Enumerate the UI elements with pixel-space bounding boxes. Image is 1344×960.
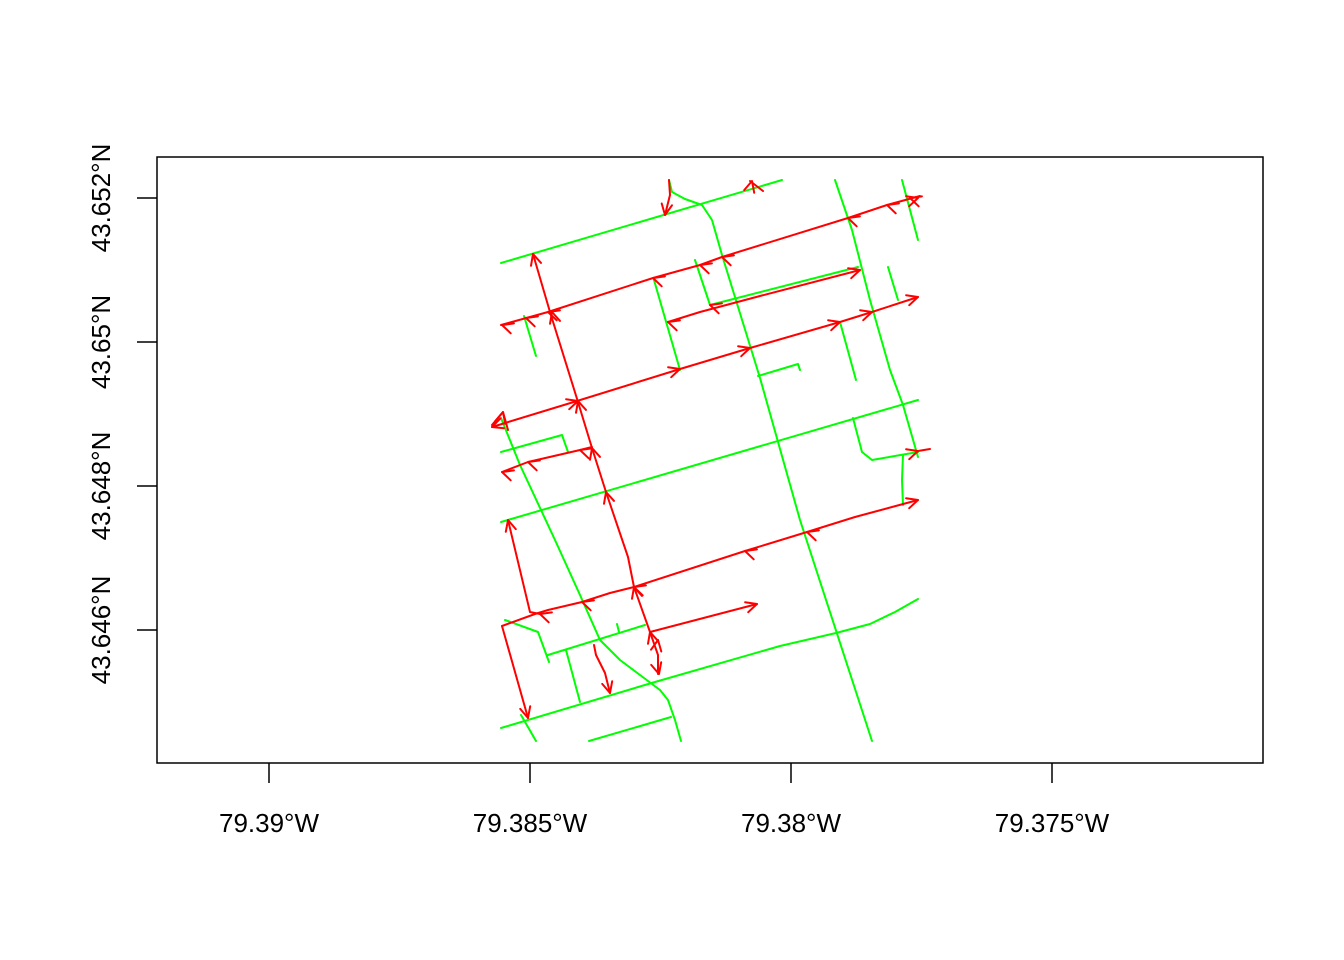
x-tick-label: 79.39°W [219,808,319,838]
direction-arrowhead [647,631,659,645]
route-segment [664,179,671,216]
route-segment [501,499,919,627]
street-segment [500,598,919,729]
street-segment [653,279,681,371]
street-segment [565,649,581,703]
street-segment [523,315,537,357]
direction-arrowhead [530,253,542,267]
direction-arrowhead [501,322,515,335]
route-segment [500,195,921,326]
route-segment [507,519,541,615]
street-segment [901,454,904,506]
direction-arrowhead [806,529,820,542]
direction-arrowhead [847,215,861,228]
direction-arrowhead [905,294,919,307]
direction-arrowhead [539,611,553,624]
direction-arrowhead [905,195,919,208]
street-segment [547,624,646,656]
street-segment [852,417,919,461]
direction-arrowhead [504,519,517,533]
direction-arrowhead [491,417,505,430]
street-segment [520,714,537,742]
x-tick-label: 79.375°W [995,808,1110,838]
direction-arrowhead [667,366,681,379]
street-segment [834,179,919,458]
street-segment [504,619,550,663]
direction-arrowhead [549,311,561,325]
route-segment [649,603,758,633]
direction-arrowhead [886,202,900,215]
x-axis: 79.39°W 79.385°W 79.38°W 79.375°W [219,763,1110,838]
route-segment [501,446,593,473]
street-segment [887,266,899,301]
direction-arrowhead [737,345,751,358]
y-tick-label: 43.652°N [86,144,116,253]
direction-arrowhead [667,319,681,332]
direction-arrowhead [601,680,614,694]
street-segment [668,179,873,742]
street-segment [588,716,672,742]
direction-arrowhead [709,302,723,315]
direction-arrowhead [699,262,713,275]
direction-arrowhead [581,599,595,612]
y-axis: 43.646°N 43.648°N 43.65°N 43.652°N [86,144,157,685]
street-segment [500,179,783,264]
direction-arrowhead [660,202,673,216]
y-tick-label: 43.646°N [86,576,116,685]
direction-arrowhead [744,548,758,561]
direction-arrowhead [527,459,541,472]
direction-arrowhead [743,180,756,194]
street-segment [901,179,919,241]
direction-arrowhead [909,195,923,208]
route-segment [667,269,861,323]
directed-routes [491,179,931,719]
x-tick-label: 79.38°W [741,808,841,838]
route-segment [917,448,931,452]
direction-arrowhead [565,398,579,411]
direction-arrowhead [859,309,873,322]
route-segment [501,625,529,719]
direction-arrowhead [905,448,919,461]
route-segment [593,644,611,694]
street-segment [694,259,859,306]
direction-arrowhead [547,309,561,322]
street-segment [757,363,801,377]
direction-arrowhead [603,491,615,505]
direction-arrowhead [494,411,507,425]
street-segment [839,321,857,381]
direction-arrowhead [633,584,647,597]
y-tick-label: 43.65°N [86,295,116,389]
direction-arrowhead [847,267,861,280]
direction-arrowhead [579,447,593,460]
direction-arrowhead [525,315,539,328]
direction-arrowhead [519,705,532,719]
direction-arrowhead [721,254,735,267]
street-network [500,179,919,742]
street-segment [616,623,620,633]
route-segment [532,253,659,675]
direction-arrowhead [501,469,515,482]
direction-arrowhead [744,601,758,614]
plot-frame [156,156,1264,764]
direction-arrowhead [650,639,663,653]
x-tick-label: 79.385°W [473,808,588,838]
y-tick-label: 43.648°N [86,432,116,541]
direction-arrowhead [650,661,663,675]
street-segment [500,417,682,742]
street-segment [500,399,919,523]
direction-arrowhead [827,319,841,332]
street-segment [500,434,569,453]
direction-arrowhead [905,497,919,510]
direction-arrowhead [652,275,666,288]
